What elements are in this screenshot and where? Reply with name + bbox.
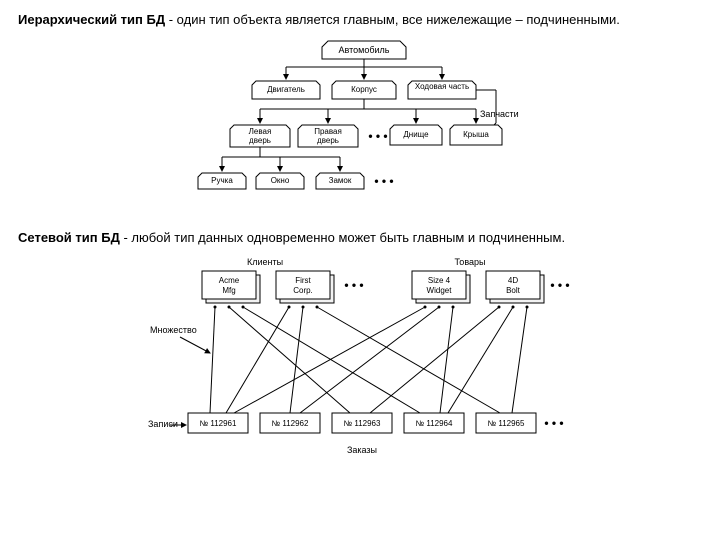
tree-lvl2-2: Ходовая часть xyxy=(408,81,476,99)
svg-text:№ 112965: № 112965 xyxy=(488,419,525,428)
svg-text:№ 112963: № 112963 xyxy=(344,419,381,428)
tree-lvl4-0: Ручка xyxy=(198,173,246,189)
svg-text:• • •: • • • xyxy=(344,278,363,292)
svg-text:Corp.: Corp. xyxy=(293,286,313,295)
svg-text:First: First xyxy=(295,276,311,285)
net-order-0: № 112961 xyxy=(188,413,248,433)
svg-text:Ручка: Ручка xyxy=(211,176,233,185)
svg-text:Запчасти: Запчасти xyxy=(480,109,519,119)
net-good-1: 4D Bolt xyxy=(486,271,544,303)
tree-lvl2-1: Корпус xyxy=(332,81,396,99)
svg-text:Правая: Правая xyxy=(314,127,342,136)
svg-text:Крыша: Крыша xyxy=(463,130,489,139)
hierarchical-text: - один тип объекта является главным, все… xyxy=(165,12,620,27)
hierarchical-title: Иерархический тип БД xyxy=(18,12,165,27)
tree-lvl3-3: Крыша xyxy=(450,125,502,145)
svg-text:Заказы: Заказы xyxy=(347,445,377,455)
network-diagram: Клиенты Товары Acme Mfg First Corp. • • … xyxy=(18,253,702,476)
svg-text:• • •: • • • xyxy=(544,416,563,430)
tree-lvl4-1: Окно xyxy=(256,173,304,189)
svg-text:Днище: Днище xyxy=(403,130,429,139)
tree-lvl2-0: Двигатель xyxy=(252,81,320,99)
svg-text:Bolt: Bolt xyxy=(506,286,521,295)
tree-lvl4-2: Замок xyxy=(316,173,364,189)
svg-text:Клиенты: Клиенты xyxy=(247,257,283,267)
svg-text:Двигатель: Двигатель xyxy=(267,85,305,94)
svg-text:Ходовая часть: Ходовая часть xyxy=(415,82,469,91)
net-order-2: № 112963 xyxy=(332,413,392,433)
svg-text:4D: 4D xyxy=(508,276,518,285)
svg-text:дверь: дверь xyxy=(317,136,339,145)
svg-text:• • •: • • • xyxy=(374,174,393,188)
svg-text:Корпус: Корпус xyxy=(351,85,377,94)
svg-text:Автомобиль: Автомобиль xyxy=(339,45,390,55)
svg-text:Товары: Товары xyxy=(455,257,486,267)
net-order-4: № 112965 xyxy=(476,413,536,433)
svg-text:• • •: • • • xyxy=(550,278,569,292)
tree-root-node: Автомобиль xyxy=(322,41,406,59)
tree-lvl3-1: Правая дверь xyxy=(298,125,358,147)
net-order-1: № 112962 xyxy=(260,413,320,433)
tree-lvl3-2: Днище xyxy=(390,125,442,145)
svg-text:Окно: Окно xyxy=(271,176,290,185)
net-client-1: First Corp. xyxy=(276,271,334,303)
svg-text:Множество: Множество xyxy=(150,325,197,335)
net-order-3: № 112964 xyxy=(404,413,464,433)
network-desc: Сетевой тип БД - любой тип данных одновр… xyxy=(18,230,702,247)
tree-lvl3-0: Левая дверь xyxy=(230,125,290,147)
svg-text:Замок: Замок xyxy=(329,176,352,185)
net-good-0: Size 4 Widget xyxy=(412,271,470,303)
svg-text:№ 112962: № 112962 xyxy=(272,419,309,428)
svg-text:Size 4: Size 4 xyxy=(428,276,451,285)
svg-text:Mfg: Mfg xyxy=(222,286,235,295)
svg-text:№ 112964: № 112964 xyxy=(416,419,453,428)
svg-text:Записи: Записи xyxy=(148,419,178,429)
svg-text:№ 112961: № 112961 xyxy=(200,419,237,428)
net-client-0: Acme Mfg xyxy=(202,271,260,303)
svg-text:Widget: Widget xyxy=(427,286,453,295)
network-title: Сетевой тип БД xyxy=(18,230,120,245)
svg-text:Acme: Acme xyxy=(219,276,240,285)
svg-text:дверь: дверь xyxy=(249,136,271,145)
svg-text:• • •: • • • xyxy=(368,129,387,143)
svg-text:Левая: Левая xyxy=(249,127,272,136)
hierarchical-diagram: Автомобиль Двигатель Корпус Ходовая част… xyxy=(18,35,702,218)
network-text: - любой тип данных одновременно может бы… xyxy=(120,230,565,245)
hierarchical-desc: Иерархический тип БД - один тип объекта … xyxy=(18,12,702,29)
